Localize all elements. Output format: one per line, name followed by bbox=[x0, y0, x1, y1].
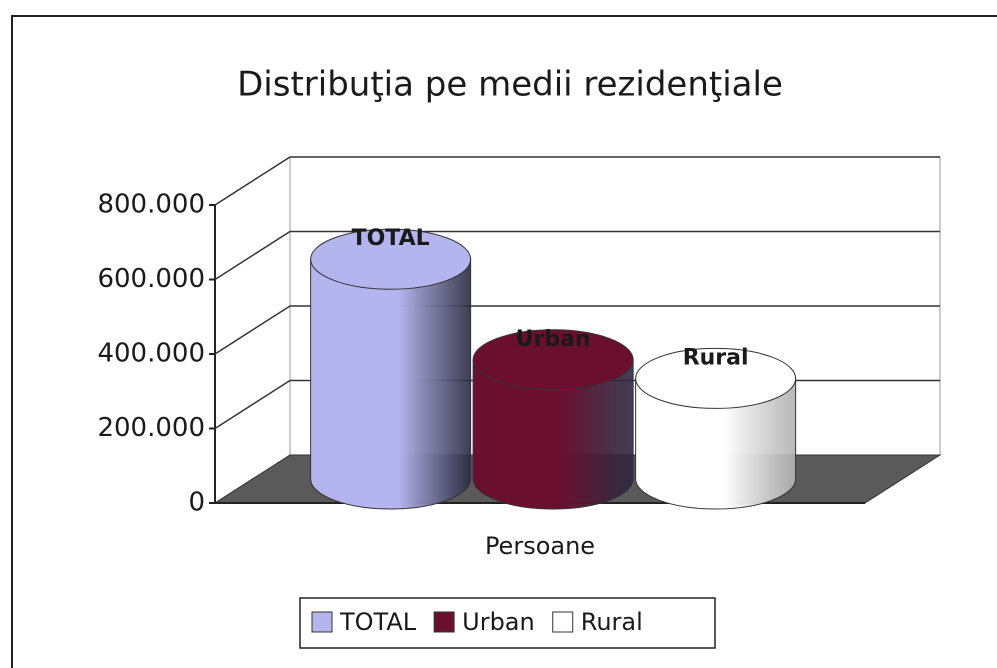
grid-line bbox=[214, 379, 291, 430]
grid-line bbox=[214, 230, 291, 281]
y-tick-label: 800.000 bbox=[97, 190, 205, 220]
y-tick-label: 400.000 bbox=[97, 339, 205, 369]
legend-swatch bbox=[552, 611, 574, 633]
chart-frame bbox=[11, 15, 997, 668]
data-label: Rural bbox=[683, 345, 749, 370]
x-tick-label: Persoane bbox=[485, 532, 595, 560]
cylinder bbox=[635, 377, 797, 510]
cylinder bbox=[472, 359, 634, 510]
legend-box bbox=[299, 597, 716, 649]
cylinder-top bbox=[635, 347, 797, 409]
chart-title: Distribuţia pe medii rezidenţiale bbox=[237, 65, 783, 105]
legend-swatch bbox=[433, 611, 455, 633]
y-tick-label: 200.000 bbox=[97, 413, 205, 443]
cylinder-top bbox=[310, 228, 472, 290]
legend-label: Rural bbox=[581, 608, 643, 636]
cylinder bbox=[310, 258, 472, 510]
legend-label: TOTAL bbox=[339, 608, 417, 636]
grid-line bbox=[214, 156, 291, 206]
y-tick-label: 600.000 bbox=[97, 264, 205, 294]
legend-label: Urban bbox=[462, 608, 535, 636]
grid-line bbox=[214, 305, 291, 355]
cylinder-top bbox=[472, 329, 634, 391]
legend-swatch bbox=[311, 611, 333, 633]
y-tick-label: 0 bbox=[188, 488, 205, 518]
data-label: Urban bbox=[516, 327, 591, 352]
data-label: TOTAL bbox=[352, 226, 430, 251]
